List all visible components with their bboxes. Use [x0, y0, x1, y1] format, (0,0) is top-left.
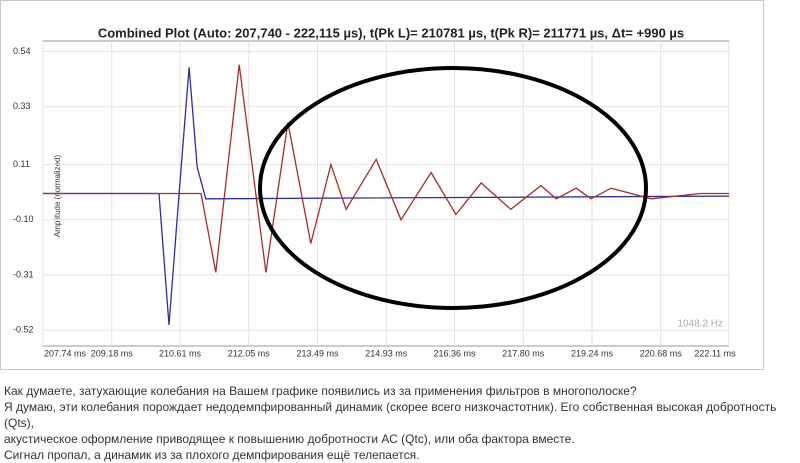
- x-tick-label: 209.18 ms: [91, 348, 134, 358]
- post-line: Сигнал пропал, а динамик из за плохого д…: [4, 448, 420, 462]
- chart-title: Combined Plot (Auto: 207,740 - 222,115 µ…: [98, 25, 684, 40]
- x-tick-label: 216.36 ms: [433, 348, 476, 358]
- chart-image: Combined Plot (Auto: 207,740 - 222,115 µ…: [0, 0, 764, 370]
- y-tick-label: 0.33: [13, 101, 31, 111]
- highlight-ellipse: [258, 66, 648, 310]
- x-tick-label: 222.11 ms: [694, 348, 736, 358]
- x-tick-label: 210.61 ms: [159, 348, 202, 358]
- x-tick-label: 217.80 ms: [502, 348, 545, 358]
- y-tick-label: -0.52: [13, 325, 34, 335]
- x-tick-label: 212.05 ms: [228, 348, 271, 358]
- x-tick-label: 207.74 ms: [44, 348, 87, 358]
- post-line: Я думаю, эти колебания порождает недодем…: [4, 400, 777, 430]
- x-tick-label: 214.93 ms: [365, 348, 408, 358]
- y-tick-label: 0.54: [13, 46, 31, 56]
- y-tick-label: 0.11: [13, 159, 30, 169]
- y-tick-label: -0.31: [13, 269, 34, 279]
- series-line: [43, 67, 730, 326]
- post-line: Как думаете, затухающие колебания на Ваш…: [4, 384, 637, 398]
- series-line: [43, 64, 729, 273]
- y-tick-label: -0.10: [13, 214, 34, 224]
- chart: Combined Plot (Auto: 207,740 - 222,115 µ…: [13, 25, 736, 358]
- x-tick-label: 219.24 ms: [571, 348, 614, 358]
- annotation: 1048.2 Hz: [677, 319, 723, 330]
- post-text: Как думаете, затухающие колебания на Ваш…: [4, 383, 800, 463]
- post-line: акустическое оформление приводящее к пов…: [4, 432, 575, 446]
- y-axis-label: Amplitude (normalized): [53, 155, 62, 238]
- x-tick-label: 220.68 ms: [640, 348, 683, 358]
- x-tick-label: 213.49 ms: [296, 348, 339, 358]
